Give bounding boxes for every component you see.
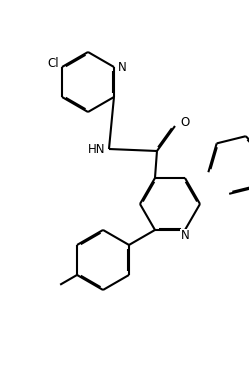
Text: Cl: Cl: [47, 57, 59, 70]
Text: N: N: [118, 61, 126, 74]
Text: N: N: [181, 229, 189, 242]
Text: HN: HN: [88, 142, 106, 155]
Text: O: O: [180, 115, 189, 128]
